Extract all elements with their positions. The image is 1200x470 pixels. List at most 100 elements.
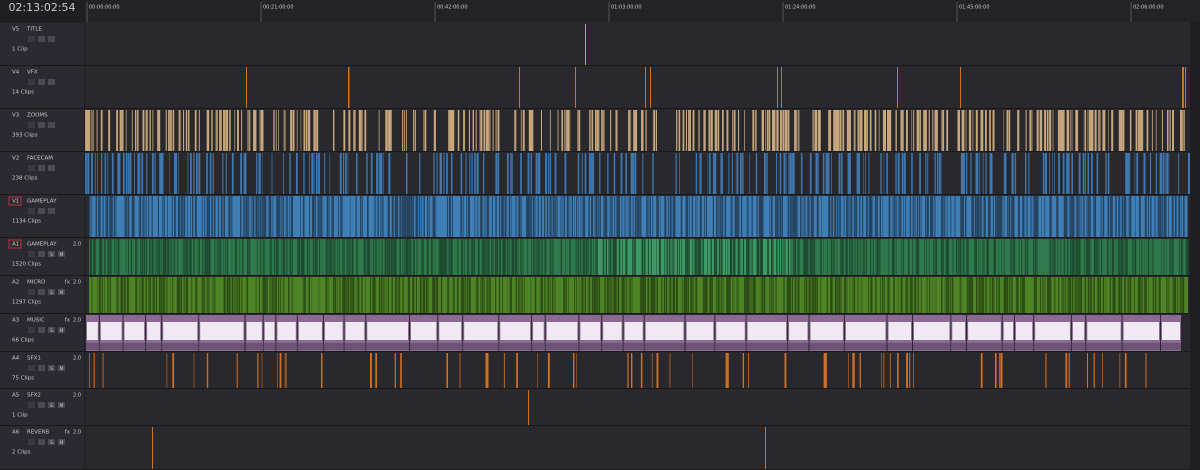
- clip-edge[interactable]: [1035, 196, 1037, 237]
- clip-edge[interactable]: [163, 239, 165, 275]
- clip-edge[interactable]: [1035, 239, 1037, 275]
- clip-edge[interactable]: [980, 196, 982, 237]
- clip-edge[interactable]: [993, 239, 995, 275]
- clip-edge[interactable]: [283, 277, 285, 313]
- clip-edge[interactable]: [1011, 277, 1012, 313]
- clip-edge[interactable]: [259, 196, 261, 237]
- clip-edge[interactable]: [861, 277, 863, 313]
- clip[interactable]: [784, 353, 787, 388]
- clip[interactable]: [689, 110, 691, 151]
- clip[interactable]: [522, 110, 524, 151]
- clip-edge[interactable]: [388, 277, 389, 313]
- clip-edge[interactable]: [832, 196, 833, 237]
- clip[interactable]: [1003, 153, 1006, 194]
- clip-edge[interactable]: [416, 239, 418, 275]
- clip-edge[interactable]: [552, 239, 553, 275]
- clip[interactable]: [577, 153, 580, 194]
- clip-edge[interactable]: [673, 277, 675, 313]
- clip[interactable]: [592, 110, 594, 151]
- clip[interactable]: [121, 110, 123, 151]
- clip-edge[interactable]: [752, 196, 753, 237]
- clip-edge[interactable]: [173, 239, 174, 275]
- clip-edge[interactable]: [399, 239, 401, 275]
- clip-edge[interactable]: [443, 239, 446, 275]
- clip[interactable]: [305, 110, 308, 151]
- clip-edge[interactable]: [1121, 239, 1122, 275]
- clip-edge[interactable]: [339, 239, 340, 275]
- clip-edge[interactable]: [546, 196, 549, 237]
- clip-edge[interactable]: [797, 277, 799, 313]
- clip[interactable]: [860, 110, 863, 151]
- clip-edge[interactable]: [947, 277, 949, 313]
- clip-edge[interactable]: [748, 196, 749, 237]
- clip-edge[interactable]: [820, 239, 822, 275]
- clip-edge[interactable]: [946, 239, 947, 275]
- clip-edge[interactable]: [347, 277, 350, 313]
- clip-edge[interactable]: [388, 196, 390, 237]
- clip-edge[interactable]: [1144, 277, 1146, 313]
- clip-edge[interactable]: [291, 277, 293, 313]
- clip-edge[interactable]: [1073, 239, 1075, 275]
- clip-edge[interactable]: [974, 239, 976, 275]
- clip-edge[interactable]: [1073, 196, 1075, 237]
- clip-edge[interactable]: [1101, 239, 1103, 275]
- clip-edge[interactable]: [618, 277, 620, 313]
- clip-edge[interactable]: [143, 239, 146, 275]
- clip[interactable]: [1059, 110, 1061, 151]
- clip-edge[interactable]: [426, 277, 428, 313]
- lock-button[interactable]: [28, 251, 35, 257]
- clip[interactable]: [378, 110, 380, 151]
- clip-edge[interactable]: [1044, 196, 1046, 237]
- clip[interactable]: [720, 153, 722, 194]
- clip-edge[interactable]: [544, 196, 546, 237]
- clip-edge[interactable]: [914, 196, 916, 237]
- clip[interactable]: [934, 153, 936, 194]
- clip-edge[interactable]: [498, 277, 501, 313]
- clip-edge[interactable]: [709, 277, 710, 313]
- clip[interactable]: [575, 67, 576, 108]
- clip[interactable]: [818, 110, 820, 151]
- clip[interactable]: [678, 110, 681, 151]
- clip-edge[interactable]: [676, 239, 678, 275]
- clip-edge[interactable]: [353, 277, 355, 313]
- clip[interactable]: [452, 110, 455, 151]
- clip-edge[interactable]: [561, 196, 563, 237]
- clip-edge[interactable]: [623, 277, 625, 313]
- clip-edge[interactable]: [1022, 196, 1024, 237]
- clip-edge[interactable]: [956, 239, 958, 275]
- clip-edge[interactable]: [688, 196, 690, 237]
- clip[interactable]: [1097, 110, 1099, 151]
- clip-edge[interactable]: [124, 277, 126, 313]
- clip[interactable]: [535, 153, 538, 194]
- clip-edge[interactable]: [262, 196, 264, 237]
- clip[interactable]: [1063, 110, 1065, 151]
- clip-edge[interactable]: [149, 239, 151, 275]
- clip-edge[interactable]: [410, 196, 412, 237]
- clip-edge[interactable]: [240, 196, 242, 237]
- clip-edge[interactable]: [494, 239, 496, 275]
- clip[interactable]: [135, 110, 137, 151]
- clip-edge[interactable]: [1089, 239, 1090, 275]
- clip[interactable]: [854, 110, 856, 151]
- clip[interactable]: [142, 110, 144, 151]
- clip[interactable]: [906, 353, 908, 388]
- clip-edge[interactable]: [212, 277, 214, 313]
- clip-edge[interactable]: [940, 196, 942, 237]
- clip[interactable]: [634, 153, 637, 194]
- clip-edge[interactable]: [576, 196, 578, 237]
- clip-edge[interactable]: [992, 196, 994, 237]
- clip[interactable]: [721, 153, 723, 194]
- clip-edge[interactable]: [192, 196, 193, 237]
- clip[interactable]: [779, 153, 782, 194]
- clip-edge[interactable]: [313, 196, 315, 237]
- clip[interactable]: [1106, 153, 1108, 194]
- clip-edge[interactable]: [328, 196, 330, 237]
- clip-edge[interactable]: [954, 196, 956, 237]
- clip-edge[interactable]: [206, 277, 208, 313]
- clip-edge[interactable]: [615, 239, 617, 275]
- clip-edge[interactable]: [820, 277, 822, 313]
- clip[interactable]: [524, 110, 525, 151]
- clip-edge[interactable]: [868, 196, 871, 237]
- clip-edge[interactable]: [1139, 196, 1141, 237]
- solo-button[interactable]: [48, 439, 55, 445]
